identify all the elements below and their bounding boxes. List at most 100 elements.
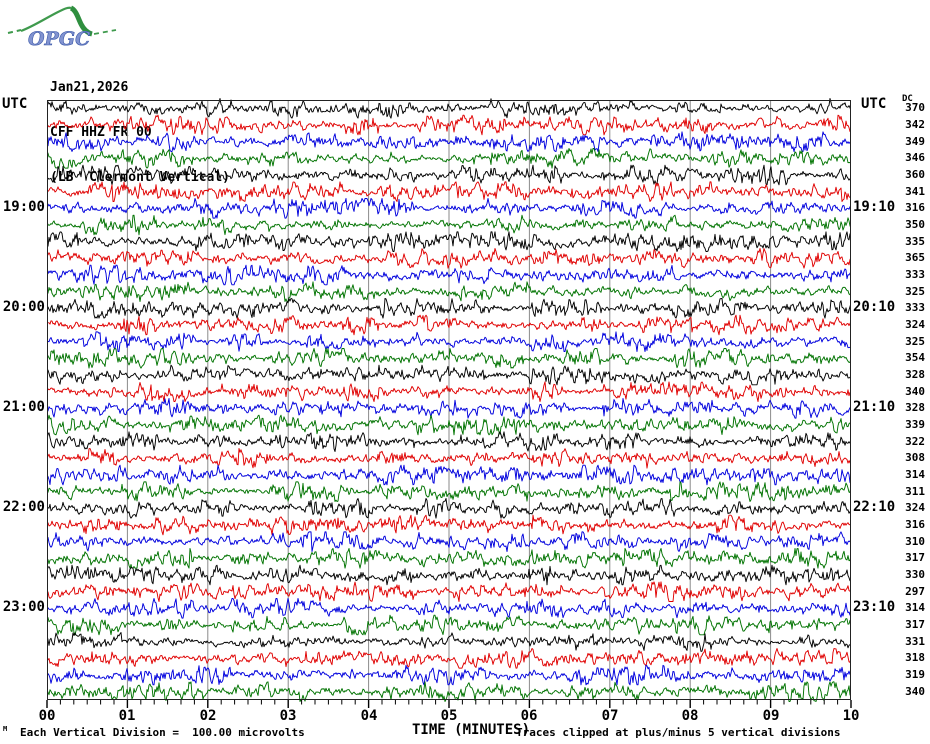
right-axis-header: UTC — [861, 96, 887, 112]
title-block: Jan21,2026 CFF HHZ FR 00 (LB Clermont Ve… — [50, 50, 230, 215]
dc-value: 333 — [905, 301, 925, 314]
seismogram-trace — [47, 664, 851, 686]
hour-label-left: 19:00 — [2, 199, 45, 215]
seismogram-trace — [47, 198, 851, 219]
seismogram-trace — [47, 381, 851, 402]
seismogram-trace — [47, 148, 851, 169]
seismogram-trace — [47, 481, 851, 502]
seismogram-trace — [47, 298, 851, 319]
x-tick-label: 10 — [842, 708, 860, 724]
x-tick-label: 07 — [601, 708, 619, 724]
seismogram-trace — [47, 648, 851, 669]
dc-value: 354 — [905, 351, 925, 364]
logo-curve-rise — [20, 6, 72, 33]
seismogram-trace — [47, 464, 851, 486]
seismogram-trace — [47, 231, 851, 252]
seismogram-trace — [47, 632, 851, 652]
seismogram-trace — [47, 614, 851, 636]
dc-value: 319 — [905, 668, 925, 681]
seismogram-trace — [47, 264, 851, 286]
seismogram-trace — [47, 131, 851, 152]
dc-value: 331 — [905, 635, 925, 648]
dc-value: 317 — [905, 551, 925, 564]
seismogram-trace — [47, 331, 851, 352]
dc-value: 325 — [905, 285, 925, 298]
scale-note: Each Vertical Division = 100.00 microvol… — [20, 726, 305, 739]
hour-label-left: 21:00 — [2, 399, 45, 415]
logo-dash-left — [7, 29, 22, 34]
left-axis-header: UTC — [2, 96, 28, 112]
clip-note: Traces clipped at plus/minus 5 vertical … — [516, 726, 841, 739]
dc-value: 341 — [905, 185, 925, 198]
hour-label-right: 20:10 — [853, 299, 896, 315]
seismogram-trace — [47, 531, 851, 552]
seismogram-trace — [47, 581, 851, 602]
dc-value: 316 — [905, 201, 925, 214]
corner-mark: M — [3, 725, 8, 733]
dc-value: 311 — [905, 485, 925, 498]
dc-value: 349 — [905, 135, 925, 148]
dc-value: 339 — [905, 418, 925, 431]
dc-value: 342 — [905, 118, 925, 131]
dc-value: 314 — [905, 601, 925, 614]
seismogram-trace — [47, 181, 851, 202]
x-tick-label: 03 — [279, 708, 297, 724]
hour-label-right: 21:10 — [853, 399, 896, 415]
dc-value: 340 — [905, 385, 925, 398]
seismogram-trace — [47, 548, 851, 569]
opgc-logo-text: OPGC — [28, 28, 90, 50]
seismogram-trace — [47, 598, 851, 619]
seismogram-trace — [47, 564, 851, 586]
hour-label-right: 19:10 — [853, 199, 896, 215]
seismogram-trace — [47, 514, 851, 536]
seismogram-trace — [47, 431, 851, 452]
hour-label-left: 22:00 — [2, 499, 45, 515]
x-tick-label: 09 — [762, 708, 780, 724]
seismogram-trace — [47, 348, 851, 369]
x-axis-title: TIME (MINUTES) — [412, 722, 531, 738]
seismogram-trace — [47, 398, 851, 419]
dc-value: 340 — [905, 685, 925, 698]
dc-value: 330 — [905, 568, 925, 581]
dc-value: 370 — [905, 101, 925, 114]
dc-value: 316 — [905, 518, 925, 531]
seismogram-trace — [47, 314, 851, 336]
dc-value: 322 — [905, 435, 925, 448]
dc-value: 350 — [905, 218, 925, 231]
plot-border — [47, 100, 851, 700]
x-tick-label: 06 — [520, 708, 538, 724]
dc-value: 333 — [905, 268, 925, 281]
x-tick-label: 05 — [440, 708, 458, 724]
seismogram-trace — [47, 414, 851, 436]
dc-value: 318 — [905, 651, 925, 664]
seismogram-trace — [47, 98, 851, 119]
opgc-logo: OPGC — [7, 5, 117, 50]
dc-value: 310 — [905, 535, 925, 548]
x-tick-label: 02 — [199, 708, 217, 724]
x-tick-label: 04 — [360, 708, 378, 724]
hour-label-left: 20:00 — [2, 299, 45, 315]
hour-label-right: 23:10 — [853, 599, 896, 615]
x-tick-label: 00 — [38, 708, 56, 724]
dc-column-header: DC — [902, 94, 913, 104]
seismogram-trace — [47, 448, 851, 469]
seismogram-trace — [47, 114, 851, 136]
dc-value: 324 — [905, 501, 925, 514]
seismogram-trace — [47, 248, 851, 269]
dc-value: 328 — [905, 401, 925, 414]
seismogram-trace — [47, 164, 851, 186]
dc-value: 328 — [905, 368, 925, 381]
seismogram-trace — [47, 498, 851, 519]
dc-value: 335 — [905, 235, 925, 248]
hour-label-left: 23:00 — [2, 599, 45, 615]
dc-value: 297 — [905, 585, 925, 598]
dc-value: 365 — [905, 251, 925, 264]
title-date: Jan21,2026 — [50, 80, 129, 95]
title-location: (LB Clermont Vertical) — [50, 170, 231, 185]
seismogram-trace — [47, 214, 851, 236]
seismogram-trace — [47, 281, 851, 302]
dc-value: 325 — [905, 335, 925, 348]
dc-value: 346 — [905, 151, 925, 164]
hour-label-right: 22:10 — [853, 499, 896, 515]
